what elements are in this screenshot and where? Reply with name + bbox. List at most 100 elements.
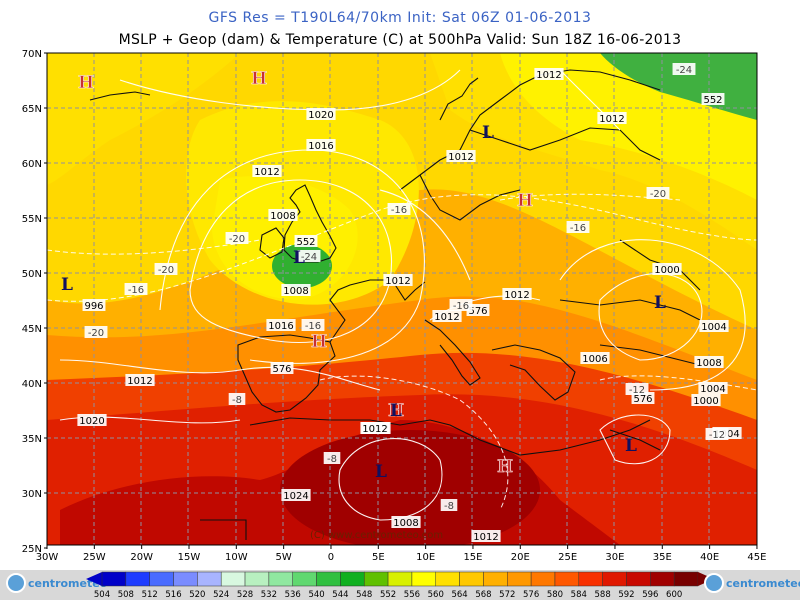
isobar-label: 1012 [536,70,561,81]
colorbar-value: 524 [213,590,229,600]
isobar-label-box [360,422,390,434]
isobar-label: 1012 [448,152,473,163]
isobar-label: 1000 [654,265,679,276]
isobar-label: 1020 [79,416,104,427]
low-pressure-marker: L [390,401,402,421]
isobar-label: 1016 [268,321,293,332]
colorbar-swatch [578,571,603,587]
title-line-2: MSLP + Geop (dam) & Temperature (C) at 5… [118,32,682,48]
colorbar-value: 568 [475,590,491,600]
lon-label: 5W [276,552,292,563]
colorbar-swatch [459,571,484,587]
coastlines [89,69,701,540]
colorbar-swatch [268,571,293,587]
isobar-label: 1008 [393,518,418,529]
isobar-label-box [694,356,724,368]
isobar-label-box [306,139,336,151]
temp-label: -24 [676,65,692,76]
isobar-label-box [281,284,311,296]
temp-label: -8 [327,454,337,465]
colorbar-swatch [149,571,174,587]
isobar-label: 1016 [308,141,333,152]
temp-label: -20 [229,234,245,245]
isobar-label-box [306,108,336,120]
lon-label: 0 [328,552,334,563]
temp-label-box [301,319,325,331]
high-pressure-marker: H [497,457,513,477]
low-pressure-marker: L [61,275,73,295]
isobar-label-box [580,352,610,364]
lat-label: 70N [22,49,42,60]
temp-label-box [440,499,458,511]
isobar-label: 1012 [362,424,387,435]
isobar-label-box [446,150,476,162]
isobar-label-box [691,394,721,406]
temp-label-box [566,221,590,233]
logo-right-text: centrometeo [726,577,800,590]
isobar-label: 1012 [127,376,152,387]
isobar-label-box [502,288,532,300]
colorbar-arrow-left [86,572,102,586]
lon-label: 40E [700,552,719,563]
colorbar-value: 596 [642,590,658,600]
colorbar-swatch [340,571,365,587]
isobar-label-box [534,68,564,80]
isobar-label: 1008 [270,211,295,222]
colorbar-value: 508 [118,590,134,600]
low-pressure-marker: L [293,248,305,268]
temp-label: -12 [709,430,725,441]
lon-label: 10E [416,552,435,563]
lat-label: 45N [22,324,42,335]
isobar-label-box [597,112,627,124]
globe-icon [6,573,26,593]
temp-label-box [672,63,696,75]
isobar-label: 1012 [599,114,624,125]
isobar-label-box [266,319,296,331]
high-pressure-marker: H [388,401,404,421]
globe-icon [704,573,724,593]
isobar-label-box [281,489,311,501]
colorbar-swatch [244,571,270,587]
colorbar-swatch [363,571,389,587]
longitude-axis: 30W 25W 20W 15W 10W 5W 0 5E 10E 15E 20E 25E 30E 35E 40… [36,545,766,563]
lon-label: 30E [605,552,624,563]
isobar-label-box [432,310,462,322]
low-pressure-marker: L [625,436,637,456]
lon-label: 30W [36,552,59,563]
temp-label-box [705,428,729,440]
isobar-label: 1012 [254,167,279,178]
temp-label-box [625,383,649,395]
lon-label: 15E [463,552,482,563]
high-pressure-marker: H [251,69,267,89]
colorbar-swatch [483,571,508,587]
temp-label-box [323,452,341,464]
lat-label: 30N [22,489,42,500]
isobar-label: 1012 [504,290,529,301]
temp-label-box [84,326,108,338]
isobar-label: 1006 [582,354,607,365]
colorbar-value: 516 [165,590,181,600]
colorbar-swatch [673,571,699,587]
colorbar-svg: centrometeo 504 508 512 516 520 524 528 532 536 5… [6,571,800,600]
colorbar-swatch [387,571,413,587]
isobar-label: 996 [84,301,103,312]
colorbar-value: 556 [404,590,420,600]
colorbar-value: 532 [261,590,277,600]
isobar-label-box [268,209,298,221]
isobar-label-box [699,320,729,332]
lon-label: 25E [558,552,577,563]
colorbar-swatch [411,571,437,587]
geop-labels: 552 552 576 576 576 [270,93,725,405]
isobar-label-box [383,274,413,286]
temp-label: -16 [453,301,469,312]
lon-label: 15W [178,552,201,563]
isobar-label-box [77,414,107,426]
watermark: (C) www.centrometeo.com [310,530,443,541]
isobar-label: 1012 [385,276,410,287]
isobar-label-box [471,530,501,542]
lon-label: 20E [511,552,530,563]
colorbar-value: 544 [332,590,348,600]
lat-label: 35N [22,434,42,445]
colorbar-swatch [292,571,317,587]
